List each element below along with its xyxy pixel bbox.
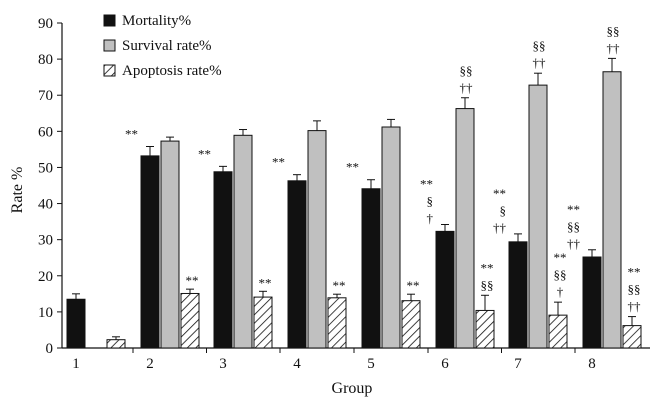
significance-marker: ** <box>628 265 641 280</box>
significance-marker: †† <box>493 220 507 235</box>
bar-survival-rate-group-8 <box>602 71 622 349</box>
bar-mortality-group-2 <box>140 155 160 349</box>
significance-marker: § <box>427 194 434 209</box>
legend-label: Mortality% <box>122 13 191 29</box>
bar-mortality-group-7 <box>508 241 528 349</box>
plot-area: 0 10 20 30 40 50 60 70 80 90 1 2 3 4 5 6 7 8 ** ** ** ** ** § † *… <box>38 16 650 372</box>
y-tick-label: 90 <box>38 16 53 32</box>
significance-marker: ** <box>125 127 138 142</box>
significance-marker: §§ <box>554 267 567 282</box>
y-tick-label: 70 <box>38 88 53 104</box>
bar-survival-rate-group-7 <box>528 84 548 349</box>
significance-marker: ** <box>259 275 272 290</box>
significance-marker: ** <box>186 273 199 288</box>
bar-mortality-group-1 <box>66 298 86 349</box>
significance-marker: ** <box>420 177 433 192</box>
bar-survival-rate-group-5 <box>381 126 401 349</box>
bar-apoptosis-rate-group-1 <box>106 339 126 349</box>
bar-apoptosis-rate-group-6 <box>475 309 495 349</box>
significance-marker: ** <box>554 250 567 265</box>
significance-marker: ** <box>407 278 420 293</box>
legend-swatch <box>103 64 116 77</box>
significance-marker: † <box>557 284 564 299</box>
significance-marker: §§ <box>481 277 494 292</box>
bar-survival-rate-group-3 <box>233 134 253 349</box>
x-tick-label: 7 <box>514 356 522 372</box>
legend-swatch <box>103 14 116 27</box>
bar-mortality-group-5 <box>361 188 381 349</box>
significance-marker: §§ <box>533 38 546 53</box>
legend-label: Apoptosis rate% <box>122 63 222 79</box>
significance-marker: § <box>500 203 507 218</box>
x-axis-title: Group <box>332 380 373 397</box>
significance-marker: ** <box>198 146 211 161</box>
bar-apoptosis-rate-group-5 <box>401 300 421 349</box>
x-tick-label: 8 <box>588 356 596 372</box>
bar-apoptosis-rate-group-2 <box>180 292 200 349</box>
legend: Mortality% Survival rate% Apoptosis rate% <box>103 13 222 79</box>
bar-apoptosis-rate-group-8 <box>622 325 642 349</box>
x-tick-label: 5 <box>367 356 375 372</box>
significance-marker: †† <box>567 236 581 251</box>
significance-marker: ** <box>272 155 285 170</box>
x-tick-label: 3 <box>219 356 227 372</box>
bar-apoptosis-rate-group-4 <box>327 297 347 349</box>
bar-survival-rate-group-2 <box>160 140 180 349</box>
y-axis-title: Rate % <box>9 167 26 214</box>
significance-marker: †† <box>628 299 642 314</box>
significance-marker: †† <box>607 40 621 55</box>
legend-label: Survival rate% <box>122 38 212 54</box>
significance-marker: †† <box>533 55 547 70</box>
y-tick-label: 10 <box>38 305 53 321</box>
bar-apoptosis-rate-group-3 <box>253 296 273 349</box>
x-tick-label: 6 <box>441 356 449 372</box>
significance-marker: † <box>427 211 434 226</box>
bar-survival-rate-group-4 <box>307 130 327 349</box>
significance-marker: ** <box>481 260 494 275</box>
y-tick-label: 60 <box>38 124 53 140</box>
bar-survival-rate-group-6 <box>455 108 475 349</box>
significance-marker: §§ <box>607 23 620 38</box>
significance-marker: †† <box>460 80 474 95</box>
y-tick-label: 20 <box>38 269 53 285</box>
significance-marker: ** <box>333 278 346 293</box>
legend-swatch <box>103 39 116 52</box>
significance-marker: ** <box>493 186 506 201</box>
bar-mortality-group-6 <box>435 230 455 349</box>
x-tick-label: 1 <box>72 356 80 372</box>
x-tick-label: 2 <box>146 356 154 372</box>
y-tick-label: 30 <box>38 233 53 249</box>
significance-marker: §§ <box>460 63 473 78</box>
y-tick-label: 0 <box>46 341 54 357</box>
bar-apoptosis-rate-group-7 <box>548 314 568 349</box>
bar-mortality-group-3 <box>213 171 233 349</box>
significance-marker: ** <box>567 202 580 217</box>
significance-marker: ** <box>346 160 359 175</box>
y-tick-label: 80 <box>38 52 53 68</box>
y-tick-label: 40 <box>38 197 53 213</box>
significance-marker: §§ <box>628 282 641 297</box>
bar-mortality-group-8 <box>582 256 602 349</box>
bar-mortality-group-4 <box>287 180 307 349</box>
x-tick-label: 4 <box>293 356 301 372</box>
significance-marker: §§ <box>567 219 580 234</box>
y-tick-label: 50 <box>38 160 53 176</box>
